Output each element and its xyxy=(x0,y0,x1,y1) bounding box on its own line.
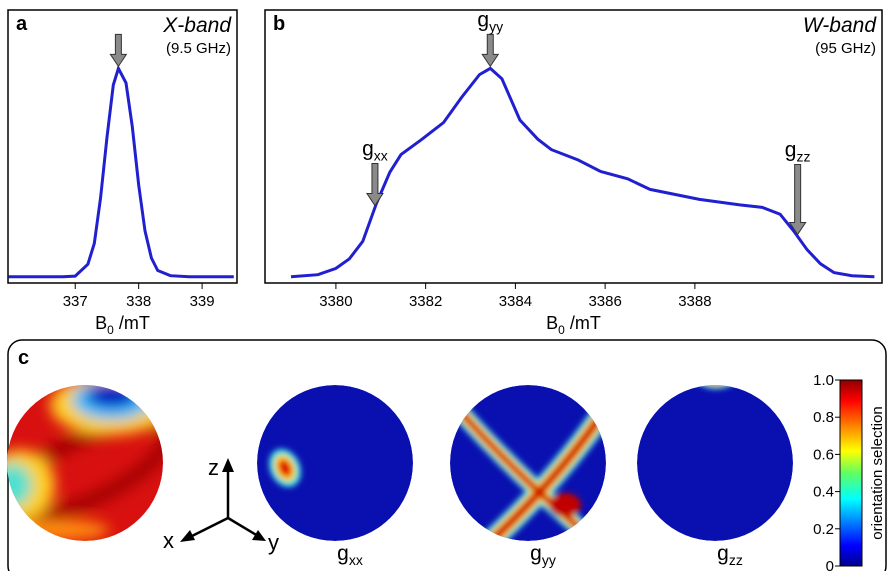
annotation-text: g xyxy=(362,138,374,161)
colorbar-label: orientation selection xyxy=(869,406,886,539)
annotation-text: g xyxy=(477,8,489,31)
sphere-gyy xyxy=(450,385,606,541)
x-tick-label: 3388 xyxy=(678,293,711,310)
axis-name: y xyxy=(268,530,279,555)
x-tick-label: 339 xyxy=(190,293,215,310)
label: B0 /mT xyxy=(95,313,150,337)
x-tick-label: 337 xyxy=(63,293,88,310)
axis-name: x xyxy=(163,528,174,553)
band: W-band xyxy=(803,14,877,37)
label: gzz xyxy=(717,542,743,568)
colorbar xyxy=(839,379,863,567)
sphere-overall xyxy=(7,385,163,541)
colorbar-tick-label: 1.0 xyxy=(813,372,834,389)
x-tick-label: 3384 xyxy=(499,293,532,310)
map-text: g xyxy=(337,542,349,565)
annotation-sub: yy xyxy=(489,18,503,34)
colorbar-tick-label: 0.6 xyxy=(813,446,834,463)
arrow xyxy=(366,163,384,207)
colorbar-tick-label: 0.4 xyxy=(813,484,834,501)
map-sub: xx xyxy=(349,552,363,568)
plot-frame xyxy=(264,9,883,284)
xlabel-rest: /mT xyxy=(114,313,150,333)
band: X-band xyxy=(162,14,232,37)
x-tick-label: 3382 xyxy=(409,293,442,310)
colorbar-tick-label: 0.8 xyxy=(813,409,834,426)
frequency: (9.5 GHz) xyxy=(166,40,231,57)
arrow xyxy=(109,33,128,68)
panel-label: c xyxy=(18,347,29,369)
xlabel-main: B xyxy=(546,313,558,333)
spectrum-line xyxy=(290,66,875,279)
spectrum-line xyxy=(8,64,234,279)
x-tick-label: 338 xyxy=(126,293,151,310)
label: gxx xyxy=(337,542,363,568)
map-sub: zz xyxy=(729,552,743,568)
label: gzz xyxy=(785,139,811,165)
panel-label: b xyxy=(273,13,285,35)
map-text: g xyxy=(717,542,729,565)
plot-frame xyxy=(7,9,238,284)
sphere-gxx xyxy=(257,385,413,541)
annotation-text: g xyxy=(785,139,797,162)
sphere-gzz xyxy=(637,385,793,541)
axes-arrowheads xyxy=(180,458,266,542)
annotation-sub: xx xyxy=(374,148,388,164)
label: gyy xyxy=(477,8,503,34)
xlabel-sub: 0 xyxy=(107,323,114,337)
colorbar-tick-label: 0.2 xyxy=(813,521,834,538)
label: gxx xyxy=(362,138,388,164)
axis-name: z xyxy=(208,455,219,480)
x-tick-label: 3380 xyxy=(319,293,352,310)
map-sub: yy xyxy=(542,552,556,568)
label: gyy xyxy=(530,542,556,568)
xlabel-main: B xyxy=(95,313,107,333)
colorbar-tick-label: 0 xyxy=(826,558,834,571)
x-tick-label: 3386 xyxy=(588,293,621,310)
annotation-sub: zz xyxy=(796,149,810,165)
axes-icon xyxy=(187,466,259,540)
panel-label: a xyxy=(16,13,28,35)
map-text: g xyxy=(530,542,542,565)
arrow xyxy=(481,33,500,68)
arrow xyxy=(788,164,807,236)
label: B0 /mT xyxy=(546,313,601,337)
frequency: (95 GHz) xyxy=(815,40,876,57)
xlabel-rest: /mT xyxy=(565,313,601,333)
xlabel-sub: 0 xyxy=(558,323,565,337)
